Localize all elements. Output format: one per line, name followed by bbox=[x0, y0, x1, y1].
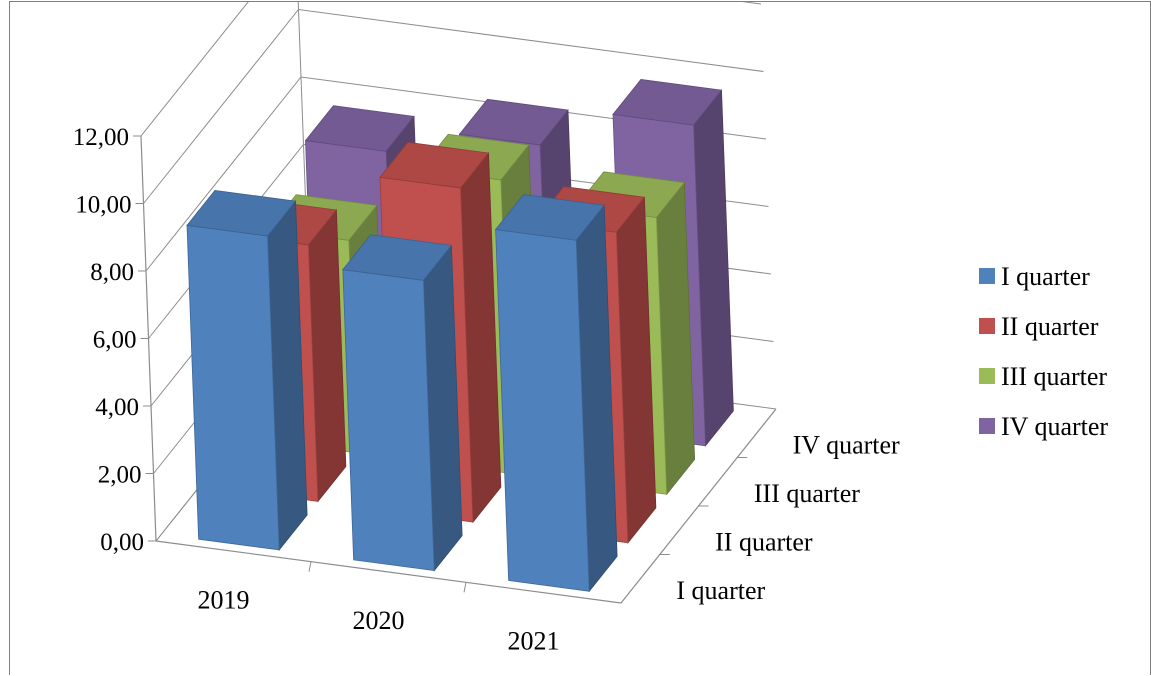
y-tick-label: 6,00 bbox=[93, 327, 137, 354]
bar bbox=[342, 234, 463, 572]
x-tick-label: 2019 bbox=[198, 585, 250, 614]
y-tick-label: 4,00 bbox=[95, 394, 139, 421]
bar-front bbox=[186, 224, 280, 551]
legend-label: IV quarter bbox=[1001, 412, 1108, 441]
gridline bbox=[140, 2, 762, 137]
y-tick-label: 10,00 bbox=[75, 192, 131, 219]
y-tick-label: 8,00 bbox=[90, 259, 134, 286]
bar-top bbox=[186, 189, 297, 237]
category-axis-line bbox=[155, 540, 622, 604]
bar-top bbox=[342, 234, 453, 281]
depth-tick-label: I quarter bbox=[676, 576, 765, 605]
y-tick-label: 0,00 bbox=[100, 529, 144, 556]
bar-top bbox=[458, 98, 569, 146]
chart-area: 0,00 2,00 4,00 6,00 8,00 10,00 12,00 2019 2020 20… bbox=[9, 1, 1151, 675]
bar-top bbox=[304, 105, 415, 152]
legend: I quarter II quarter III quarter IV quarter bbox=[979, 262, 1108, 441]
legend-label: II quarter bbox=[1001, 312, 1099, 341]
depth-tick-label: IV quarter bbox=[793, 430, 900, 459]
axes-and-gridlines: 0,00 2,00 4,00 6,00 8,00 10,00 12,00 2019 2020 20… bbox=[73, 2, 900, 656]
legend-label: I quarter bbox=[1001, 262, 1090, 291]
bar-top bbox=[379, 141, 490, 189]
y-tick-label: 2,00 bbox=[98, 462, 142, 489]
legend-swatch bbox=[979, 368, 995, 384]
bar-top bbox=[612, 79, 723, 126]
bar bbox=[186, 189, 308, 552]
legend-item: III quarter bbox=[979, 362, 1107, 391]
depth-tick-label: II quarter bbox=[715, 527, 813, 556]
legend-item: II quarter bbox=[979, 312, 1099, 341]
bars bbox=[186, 79, 734, 593]
bar bbox=[494, 194, 618, 593]
bar-front bbox=[495, 229, 590, 592]
x-tick-label: 2021 bbox=[508, 627, 560, 656]
legend-swatch bbox=[979, 418, 995, 434]
y-tick-label: 12,00 bbox=[73, 124, 129, 151]
legend-item: I quarter bbox=[979, 262, 1090, 291]
legend-swatch bbox=[979, 318, 995, 334]
legend-swatch bbox=[979, 268, 995, 284]
bar-top bbox=[494, 194, 605, 241]
depth-tick-label: III quarter bbox=[754, 479, 860, 508]
x-tick-mark bbox=[463, 582, 467, 593]
x-tick-label: 2020 bbox=[353, 606, 405, 635]
legend-item: IV quarter bbox=[979, 412, 1108, 441]
legend-label: III quarter bbox=[1001, 362, 1107, 391]
bar-front bbox=[342, 269, 435, 572]
column-chart-3d: 0,00 2,00 4,00 6,00 8,00 10,00 12,00 2019 2020 20… bbox=[73, 2, 1108, 656]
x-tick-mark bbox=[308, 561, 312, 572]
